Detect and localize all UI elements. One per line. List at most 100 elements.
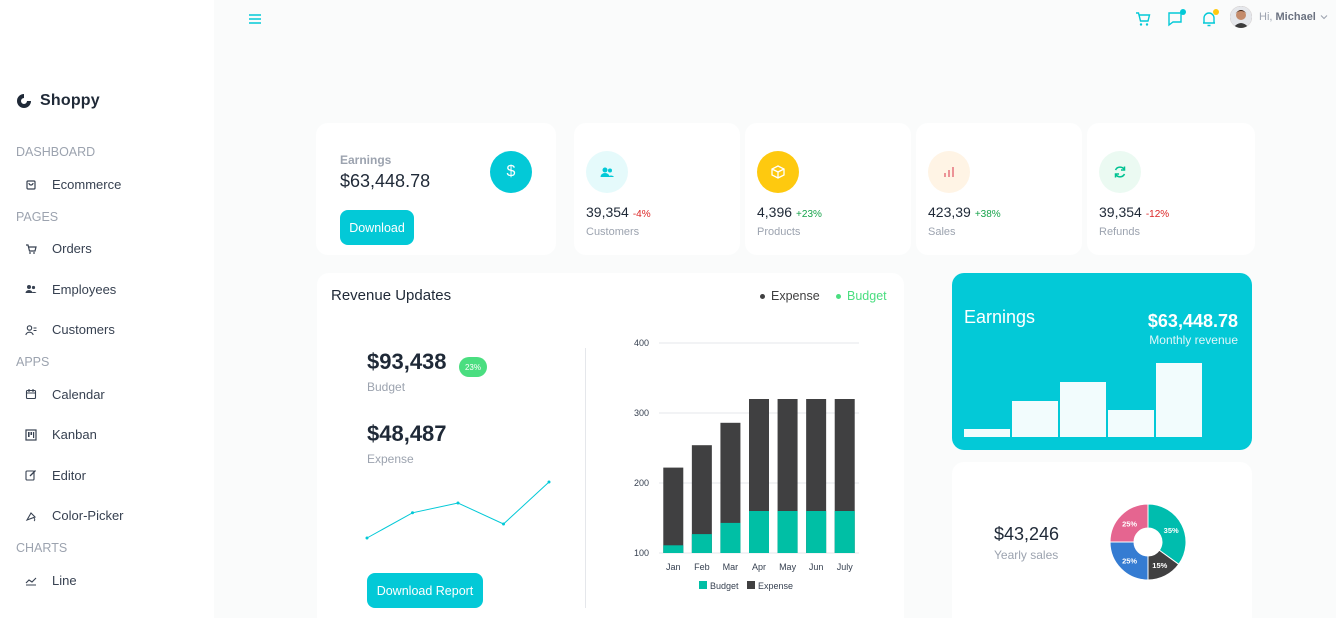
- sidebar-item-label: Ecommerce: [52, 176, 122, 192]
- refresh-icon[interactable]: [1099, 151, 1141, 193]
- pie-slice-label: 25%: [1122, 520, 1137, 529]
- sparkline-point: [365, 536, 369, 540]
- bar-budget: [749, 511, 769, 553]
- revenue-bar-chart: 100 200 300 400 Jan Feb Mar Apr May Jun July Budget…: [634, 338, 859, 591]
- bar-chart-icon[interactable]: [928, 151, 970, 193]
- sidebar-item-calendar[interactable]: Calendar: [0, 374, 214, 415]
- earnings-value: $63,448.78: [340, 171, 431, 191]
- revenue-updates-card: Revenue Updates Expense Budget $93,438 2…: [317, 273, 904, 618]
- sidebar-item-employees[interactable]: Employees: [0, 269, 214, 310]
- stat-percent: +23%: [796, 209, 822, 220]
- sidebar-item-label: Customers: [52, 322, 115, 338]
- stat-percent: -12%: [1145, 209, 1170, 220]
- x-tick-label: Jan: [666, 562, 681, 572]
- chat-notification-dot: [1180, 9, 1186, 15]
- sidebar-item-label: Line: [52, 572, 77, 588]
- legend-budget-dot: [836, 293, 841, 299]
- bell-icon[interactable]: [1200, 10, 1218, 28]
- earnings-bar-chart: [964, 363, 1202, 437]
- bar-expense: [691, 445, 712, 553]
- sparkline-point: [502, 522, 505, 526]
- bell-notification-dot: [1213, 9, 1219, 15]
- legend-expense-swatch: [747, 581, 755, 589]
- hamburger-menu-icon[interactable]: [246, 10, 264, 28]
- kanban-icon: [24, 428, 38, 442]
- expense-value: $48,487: [367, 421, 447, 446]
- sidebar-item-label: Editor: [52, 467, 86, 483]
- stat-percent: -4%: [632, 209, 651, 220]
- expense-label: Expense: [367, 452, 414, 466]
- yearly-sales-pie-chart: 35% 15% 25% 25%: [1109, 503, 1187, 581]
- earnings-bar: [1012, 401, 1058, 437]
- brand-icon: [17, 94, 31, 108]
- bar-budget: [777, 511, 798, 553]
- sidebar-item-label: Color-Picker: [52, 508, 124, 524]
- vertical-divider: [585, 348, 586, 608]
- stat-card-customers: 39,354 -4% Customers: [574, 123, 740, 255]
- stat-value: 4,396: [757, 204, 793, 220]
- x-tick-label: May: [779, 562, 797, 572]
- x-tick-label: July: [837, 562, 854, 572]
- y-tick-label: 100: [634, 548, 649, 558]
- stat-value: 423,39: [928, 204, 971, 220]
- section-dashboard: Dashboard: [16, 145, 96, 159]
- sidebar-item-label: Employees: [52, 281, 117, 297]
- user-name: Michael: [1275, 11, 1316, 23]
- earnings-bar: [1108, 410, 1154, 437]
- yearly-sales-card: $43,246 Yearly sales 35% 15% 25% 25%: [952, 462, 1252, 618]
- earnings-bar: [964, 429, 1010, 437]
- dollar-icon[interactable]: $: [490, 151, 532, 193]
- cart-icon[interactable]: [1134, 10, 1152, 28]
- stat-label: Refunds: [1099, 226, 1140, 238]
- sidebar-nav: Dashboard Ecommerce Pages Orders Employe…: [0, 140, 214, 601]
- chevron-down-icon[interactable]: [1320, 13, 1328, 21]
- y-tick-label: 400: [634, 338, 649, 348]
- stat-card-products: 4,396 +23% Products: [745, 123, 911, 255]
- x-tick-label: Feb: [694, 562, 710, 572]
- chat-icon[interactable]: [1167, 10, 1185, 28]
- sidebar-item-editor[interactable]: Editor: [0, 455, 214, 496]
- edit-icon: [24, 468, 38, 482]
- user-greeting[interactable]: Hi, Michael: [1259, 11, 1316, 23]
- top-navbar: Hi, Michael: [214, 0, 1336, 40]
- earnings-bar: [1060, 382, 1106, 437]
- x-tick-label: Apr: [752, 562, 766, 572]
- sidebar-item-line[interactable]: Line: [0, 560, 214, 601]
- budget-badge: 23%: [459, 357, 487, 377]
- sparkline-chart: [365, 480, 551, 540]
- stat-value: 39,354: [586, 204, 629, 220]
- bar-budget: [806, 511, 827, 553]
- section-pages: Pages: [16, 209, 59, 224]
- sidebar-item-ecommerce[interactable]: Ecommerce: [0, 164, 214, 205]
- dropper-icon: [24, 509, 38, 523]
- bag-icon: [24, 177, 38, 191]
- people-icon: [24, 282, 38, 296]
- pie-slice-label: 25%: [1122, 556, 1137, 565]
- budget-label: Budget: [367, 380, 406, 394]
- customers-icon[interactable]: [586, 151, 628, 193]
- sidebar-item-color-picker[interactable]: Color-Picker: [0, 496, 214, 537]
- bar-expense: [720, 422, 741, 553]
- box-icon[interactable]: [757, 151, 799, 193]
- legend-budget-label: Budget: [710, 581, 739, 591]
- stat-value: 39,354: [1099, 204, 1142, 220]
- avatar[interactable]: [1230, 6, 1252, 28]
- download-button[interactable]: Download: [340, 210, 414, 245]
- sparkline-point: [411, 511, 414, 515]
- brand-logo[interactable]: Shoppy: [16, 92, 100, 110]
- sidebar-item-orders[interactable]: Orders: [0, 229, 214, 270]
- download-report-button[interactable]: Download Report: [367, 573, 483, 608]
- earnings-label: Earnings: [340, 153, 392, 167]
- sidebar-item-customers[interactable]: Customers: [0, 310, 214, 351]
- legend-expense[interactable]: Expense: [760, 289, 820, 303]
- line-chart-icon: [24, 573, 38, 587]
- calendar-icon: [24, 387, 38, 401]
- stat-label: Customers: [586, 226, 640, 238]
- sidebar-item-label: Orders: [52, 241, 92, 257]
- sparkline-point: [547, 480, 551, 484]
- y-tick-label: 300: [634, 408, 649, 418]
- sidebar-item-label: Kanban: [52, 427, 97, 443]
- sidebar-item-kanban[interactable]: Kanban: [0, 415, 214, 456]
- section-apps: Apps: [16, 355, 50, 369]
- legend-budget[interactable]: Budget: [836, 289, 887, 303]
